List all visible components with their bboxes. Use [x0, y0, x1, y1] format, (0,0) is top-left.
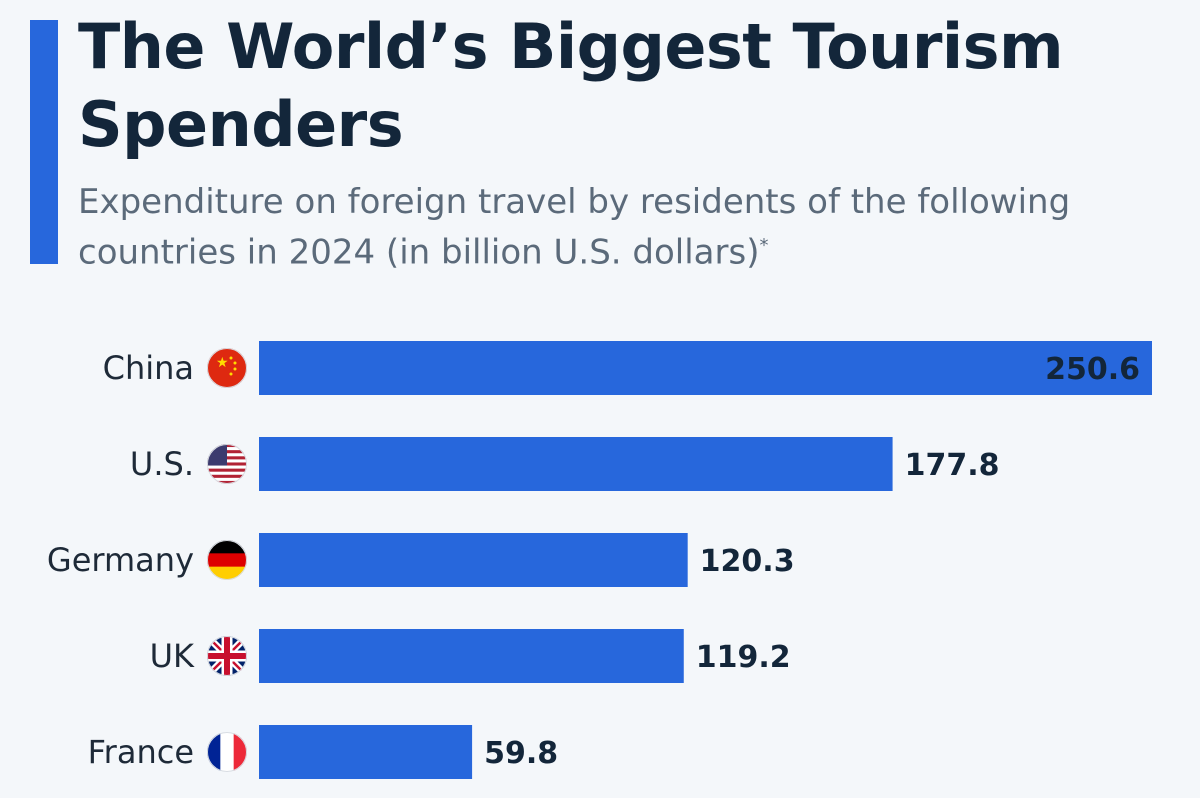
chart-subtitle: Expenditure on foreign travel by residen…	[78, 180, 1188, 274]
uk-flag-icon	[207, 636, 247, 676]
category-label: Germany	[47, 541, 194, 579]
category-label: UK	[150, 637, 195, 675]
bar	[259, 437, 893, 491]
value-label: 119.2	[696, 640, 791, 675]
subtitle-text: Expenditure on foreign travel by residen…	[78, 182, 1071, 273]
accent-bar	[30, 20, 58, 264]
category-label: U.S.	[130, 445, 194, 483]
category-label: China	[103, 349, 194, 387]
bar	[259, 533, 688, 587]
value-label: 59.8	[484, 736, 558, 771]
china-flag-icon: ★	[207, 348, 247, 388]
flag-border	[207, 540, 247, 580]
svg-text:★: ★	[216, 355, 229, 371]
us-flag-icon	[207, 444, 247, 484]
bar	[259, 629, 684, 683]
value-label: 120.3	[700, 544, 795, 579]
bar	[259, 341, 1152, 395]
footnote-mark: *	[759, 235, 769, 256]
value-label: 250.6	[1045, 352, 1140, 387]
flag-border	[207, 348, 247, 388]
bar	[259, 725, 473, 779]
flag-border	[207, 444, 247, 484]
chart-title: The World’s Biggest Tourism Spenders	[78, 10, 1064, 161]
flag-border	[207, 636, 247, 676]
category-label: France	[88, 733, 194, 771]
value-label: 177.8	[905, 448, 1000, 483]
flag-border	[207, 732, 247, 772]
